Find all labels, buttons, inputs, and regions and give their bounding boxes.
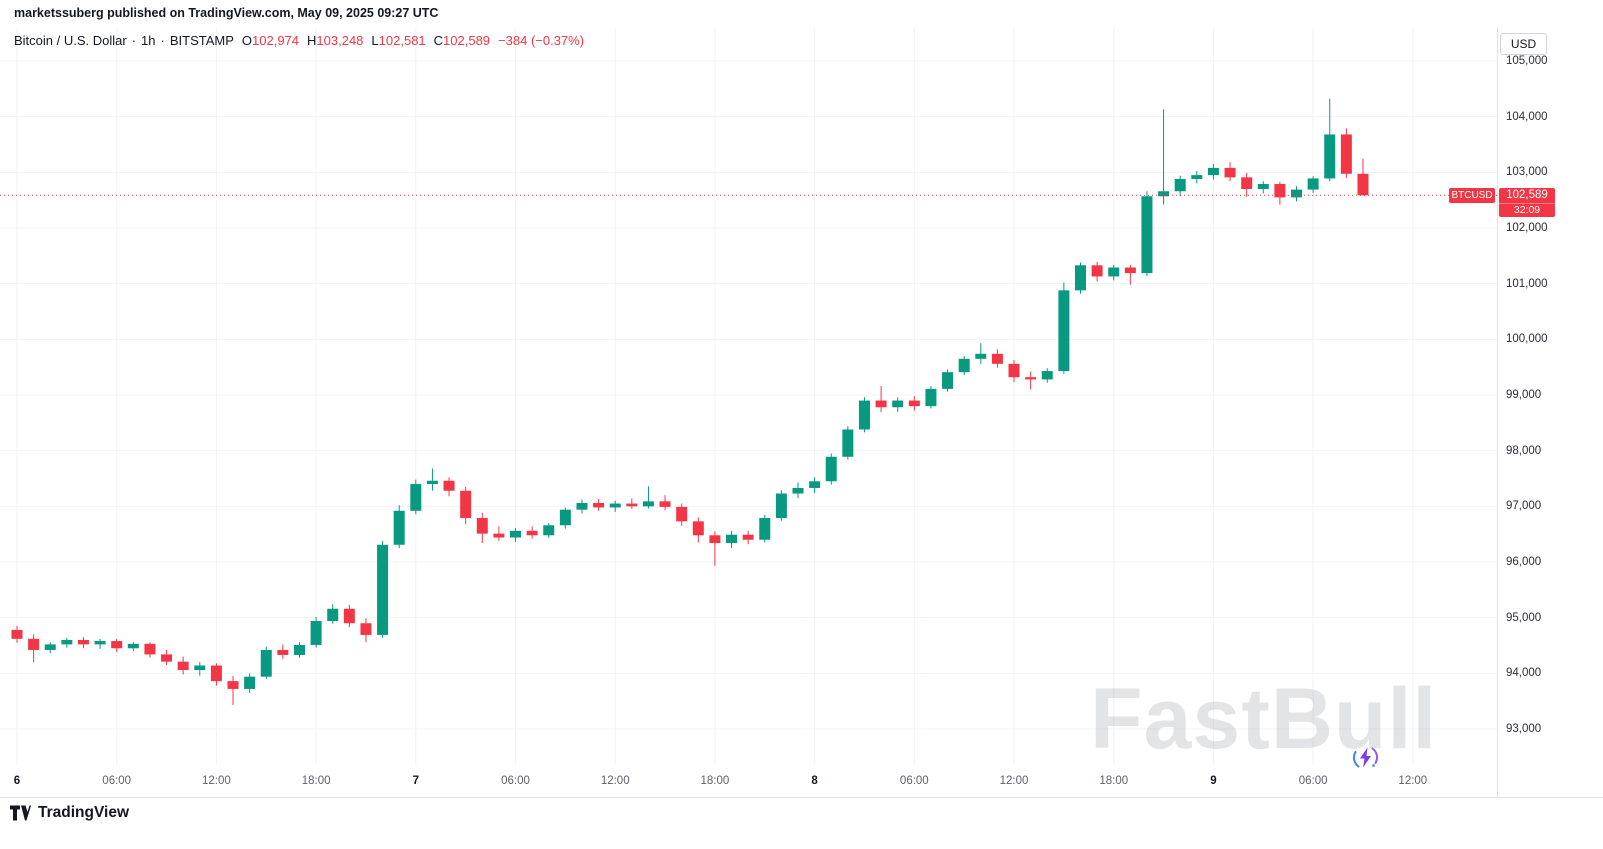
time-tick-label: 8 xyxy=(811,775,818,787)
candle-countdown: 32:09 xyxy=(1499,202,1555,217)
ohlc-low-value: 102,581 xyxy=(378,33,426,48)
price-tick-label: 102,000 xyxy=(1506,222,1548,234)
time-tick-label: 06:00 xyxy=(899,775,929,787)
ohlc-low-label: L xyxy=(371,33,379,48)
legend-exchange[interactable]: BITSTAMP xyxy=(169,33,234,48)
symbol-price-badge: BTCUSD xyxy=(1449,187,1495,203)
ohlc-close-value: 102,589 xyxy=(443,33,491,48)
chart-bottom-border xyxy=(0,797,1603,798)
fastbull-logo-icon xyxy=(1352,747,1379,768)
time-tick-label: 7 xyxy=(412,775,419,787)
price-tick-label: 103,000 xyxy=(1506,166,1548,179)
attribution: marketssuberg published on TradingView.c… xyxy=(14,6,439,20)
legend-interval[interactable]: 1h xyxy=(141,33,156,48)
time-tick-label: 06:00 xyxy=(102,775,132,787)
price-tick-label: 100,000 xyxy=(1506,333,1548,346)
price-tick-label: 104,000 xyxy=(1506,110,1548,123)
chart-legend: Bitcoin / U.S. Dollar · 1h · BITSTAMP O1… xyxy=(14,33,584,48)
candlestick-chart[interactable] xyxy=(0,0,1497,797)
legend-separator: · xyxy=(131,33,137,48)
ohlc-high-label: H xyxy=(307,33,317,48)
ohlc-high-value: 103,248 xyxy=(316,33,364,48)
legend-separator: · xyxy=(160,33,165,48)
tradingview-logo-icon[interactable] xyxy=(10,805,31,821)
time-tick-label: 18:00 xyxy=(301,775,331,787)
last-price-badge: 102,589 32:09 xyxy=(1499,187,1555,217)
time-tick-label: 12:00 xyxy=(202,775,231,787)
price-tick-label: 96,000 xyxy=(1506,556,1542,568)
time-tick-label: 18:00 xyxy=(700,775,730,787)
price-tick-label: 99,000 xyxy=(1506,389,1542,401)
time-tick-label: 12:00 xyxy=(1398,775,1428,787)
price-tick-label: 101,000 xyxy=(1506,277,1548,290)
time-tick-label: 9 xyxy=(1210,775,1217,787)
time-tick-label: 12:00 xyxy=(999,775,1029,787)
time-tick-label: 06:00 xyxy=(1298,775,1328,787)
footer: TradingView xyxy=(10,804,129,822)
currency-button[interactable]: USD xyxy=(1500,33,1547,55)
ohlc-close-label: C xyxy=(433,33,444,48)
time-tick-label: 6 xyxy=(13,775,21,787)
price-scale[interactable]: USD 105,000 104,000 103,000 102,000 101,000 1… xyxy=(1497,28,1603,797)
time-scale[interactable]: 6 06:00 12:00 18:00 7 06:00 12:00 18:00 8 06:00 12… xyxy=(0,765,1603,797)
price-tick-label: 105,000 xyxy=(1506,55,1548,67)
tradingview-brand[interactable]: TradingView xyxy=(38,804,130,821)
fastbull-watermark: FastBull xyxy=(1090,671,1438,767)
last-price-value: 102,589 xyxy=(1506,188,1548,201)
ohlc-open-value: 102,974 xyxy=(252,33,300,48)
legend-symbol-title[interactable]: Bitcoin / U.S. Dollar xyxy=(14,33,127,48)
price-tick-label: 97,000 xyxy=(1506,500,1542,513)
time-tick-label: 12:00 xyxy=(600,775,630,787)
ohlc-change: −384 (−0.37%) xyxy=(498,33,585,48)
price-tick-label: 93,000 xyxy=(1506,723,1542,735)
price-tick-label: 95,000 xyxy=(1506,611,1542,624)
time-tick-label: 06:00 xyxy=(501,775,530,787)
price-tick-label: 94,000 xyxy=(1506,667,1542,680)
ohlc-open-label: O xyxy=(241,33,253,48)
price-tick-label: 98,000 xyxy=(1506,444,1542,457)
time-tick-label: 18:00 xyxy=(1099,775,1129,787)
